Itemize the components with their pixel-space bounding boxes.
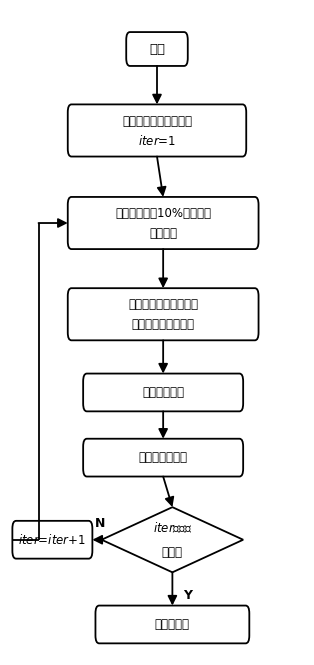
Text: 采样生成新种群: 采样生成新种群 bbox=[139, 451, 188, 464]
Text: $\mathit{iter}$=1: $\mathit{iter}$=1 bbox=[138, 134, 176, 148]
Text: 精英群体: 精英群体 bbox=[149, 227, 177, 240]
FancyBboxPatch shape bbox=[83, 374, 243, 412]
FancyBboxPatch shape bbox=[95, 606, 249, 643]
FancyBboxPatch shape bbox=[68, 104, 246, 156]
Text: 开始: 开始 bbox=[149, 43, 165, 55]
Polygon shape bbox=[102, 507, 243, 573]
Text: 索生成新的精英种群: 索生成新的精英种群 bbox=[132, 318, 195, 331]
FancyBboxPatch shape bbox=[68, 197, 258, 249]
Text: 对精英种群进行邻域搜: 对精英种群进行邻域搜 bbox=[128, 299, 198, 311]
FancyBboxPatch shape bbox=[126, 32, 188, 66]
Text: 大值？: 大值？ bbox=[162, 546, 183, 559]
Text: 输出最优解: 输出最优解 bbox=[155, 618, 190, 631]
Text: $\mathit{iter}$达到最: $\mathit{iter}$达到最 bbox=[153, 521, 192, 535]
Text: $\mathit{iter}$=$\mathit{iter}$+$\mathit{1}$: $\mathit{iter}$=$\mathit{iter}$+$\mathit… bbox=[19, 533, 86, 547]
FancyBboxPatch shape bbox=[83, 439, 243, 477]
Text: Y: Y bbox=[183, 589, 192, 602]
Text: 更新概率模型: 更新概率模型 bbox=[142, 386, 184, 399]
Text: 初始化种群及概率模型: 初始化种群及概率模型 bbox=[122, 114, 192, 128]
Text: 选择最优的前10%个体作为: 选择最优的前10%个体作为 bbox=[115, 207, 211, 220]
FancyBboxPatch shape bbox=[12, 521, 92, 559]
FancyBboxPatch shape bbox=[68, 288, 258, 340]
Text: N: N bbox=[95, 517, 105, 530]
